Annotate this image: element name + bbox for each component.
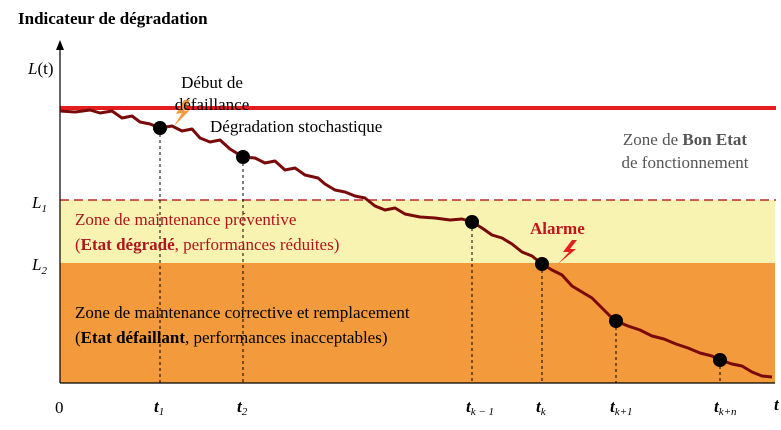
time-sub: k+n <box>719 406 737 418</box>
time-sub: 2 <box>242 406 248 418</box>
l2-label: L2 <box>31 255 47 277</box>
l-sub: 2 <box>41 265 47 277</box>
point <box>236 150 250 164</box>
y-axis-label: L(t) <box>27 59 54 78</box>
good-zone-text: Zone de Bon Etat <box>623 130 748 149</box>
y-arg: (t) <box>37 59 53 78</box>
l-name: L <box>31 255 41 274</box>
time-label: t1 <box>154 397 164 418</box>
time-label: tk − 1 <box>466 397 494 418</box>
preventive-text: (Etat dégradé, performances réduites) <box>75 235 339 254</box>
bold-part: Bon Etat <box>682 130 747 149</box>
title: Indicateur de dégradation <box>18 9 208 28</box>
text-part: ( <box>75 235 81 254</box>
point <box>535 257 549 271</box>
text-part: ( <box>75 328 81 347</box>
corrective-zone <box>60 263 775 383</box>
preventive-zone <box>60 200 775 263</box>
time-name: t <box>536 397 542 416</box>
y-name: L <box>27 59 37 78</box>
time-name: t <box>714 397 720 416</box>
lightning <box>558 240 577 264</box>
preventive-text: Zone de maintenance préventive <box>75 210 296 229</box>
l-name: L <box>31 193 41 212</box>
degradation-curve <box>59 108 773 379</box>
time-name: t <box>610 397 616 416</box>
text-part: Zone de <box>623 130 682 149</box>
bold-part: Etat dégradé <box>81 235 175 254</box>
lightning <box>174 100 190 126</box>
x-axis-label: t <box>774 395 780 414</box>
bold-part: Etat défaillant <box>81 328 186 347</box>
points <box>153 121 727 367</box>
time-name: t <box>466 397 472 416</box>
time-sub: k <box>541 406 547 418</box>
corrective-text: (Etat défaillant, performances inaccepta… <box>75 328 388 347</box>
point <box>465 215 479 229</box>
time-guides <box>159 128 721 383</box>
alarm-label: Alarme <box>530 219 585 238</box>
degradation-label: Dégradation stochastique <box>210 117 382 136</box>
point <box>153 121 167 135</box>
l-sub: 1 <box>41 203 47 215</box>
good-zone-text: de fonctionnement <box>622 153 749 172</box>
point <box>609 314 623 328</box>
point <box>713 353 727 367</box>
time-sub: k − 1 <box>471 406 494 418</box>
failure-label: défaillance <box>175 95 250 114</box>
time-sub: 1 <box>159 406 165 418</box>
time-name: t <box>237 397 243 416</box>
time-sub: k+1 <box>615 406 633 418</box>
corrective-text: Zone de maintenance corrective et rempla… <box>75 303 410 322</box>
time-label: tk <box>536 397 547 418</box>
time-labels: t1 t2 tk − 1 tk tk+1 tk+n <box>154 397 737 418</box>
l1-label: L1 <box>31 193 47 215</box>
time-label: tk+n <box>714 397 737 418</box>
time-label: t2 <box>237 397 248 418</box>
text-part: , performances inacceptables) <box>185 328 387 347</box>
text-part: , performances réduites) <box>175 235 340 254</box>
origin-label: 0 <box>55 398 64 417</box>
y-arrow <box>56 40 64 50</box>
time-label: tk+1 <box>610 397 633 418</box>
failure-label: Début de <box>181 73 243 92</box>
time-name: t <box>154 397 160 416</box>
